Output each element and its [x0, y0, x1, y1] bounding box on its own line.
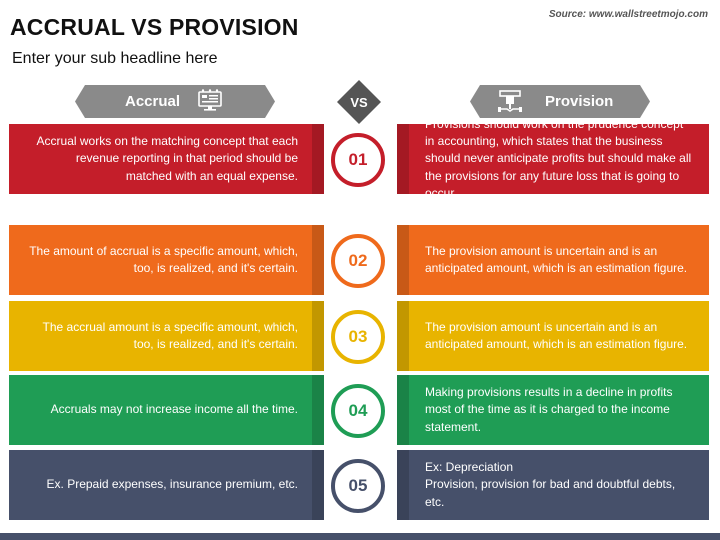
- accrual-header-label: Accrual: [125, 93, 181, 110]
- accrual-cell-2: The amount of accrual is a specific amou…: [9, 225, 324, 295]
- row-number-1: 01: [331, 133, 385, 187]
- row-number-5: 05: [331, 459, 385, 513]
- vs-badge: VS: [337, 80, 381, 124]
- accrual-cell-5: Ex. Prepaid expenses, insurance premium,…: [9, 450, 324, 520]
- provision-text-2: The provision amount is uncertain and is…: [425, 243, 688, 275]
- row-number-3: 03: [331, 310, 385, 364]
- comparison-row-3: The accrual amount is a specific amount,…: [0, 301, 720, 371]
- provision-cell-5: Ex: Depreciation Provision, provision fo…: [397, 450, 709, 520]
- accrual-text-2: The amount of accrual is a specific amou…: [29, 243, 298, 275]
- accrual-text-3: The accrual amount is a specific amount,…: [42, 319, 298, 351]
- provision-text-1: Provisions should work on the prudence c…: [425, 117, 692, 200]
- provision-text-3: The provision amount is uncertain and is…: [425, 319, 688, 351]
- comparison-row-4: Accruals may not increase income all the…: [0, 375, 720, 445]
- page-subtitle: Enter your sub headline here: [12, 50, 218, 67]
- provision-text-5: Ex: Depreciation Provision, provision fo…: [425, 460, 676, 509]
- source-credit: Source: www.wallstreetmojo.com: [548, 9, 708, 20]
- provision-text-4: Making provisions results in a decline i…: [425, 385, 673, 434]
- accrual-text-1: Accrual works on the matching concept th…: [36, 134, 298, 183]
- page-title: ACCRUAL VS PROVISION: [10, 14, 299, 40]
- provision-header: Provision: [470, 85, 650, 118]
- row-number-4: 04: [331, 384, 385, 438]
- comparison-row-2: The amount of accrual is a specific amou…: [0, 225, 720, 295]
- accrual-text-4: Accruals may not increase income all the…: [50, 402, 298, 417]
- comparison-row-5: Ex. Prepaid expenses, insurance premium,…: [0, 450, 720, 520]
- accrual-cell-4: Accruals may not increase income all the…: [9, 375, 324, 445]
- accrual-cell-1: Accrual works on the matching concept th…: [9, 124, 324, 194]
- accrual-header: Accrual: [75, 85, 275, 118]
- provision-cell-4: Making provisions results in a decline i…: [397, 375, 709, 445]
- provision-cell-2: The provision amount is uncertain and is…: [397, 225, 709, 295]
- vs-label: VS: [350, 94, 368, 110]
- footer-bar: [0, 533, 720, 540]
- computer-icon: [197, 89, 223, 117]
- comparison-row-1: Accrual works on the matching concept th…: [0, 117, 720, 200]
- money-hand-icon: [497, 89, 523, 117]
- accrual-text-5: Ex. Prepaid expenses, insurance premium,…: [46, 477, 298, 492]
- provision-cell-1: Provisions should work on the prudence c…: [397, 117, 709, 200]
- provision-header-label: Provision: [545, 93, 614, 110]
- row-number-2: 02: [331, 234, 385, 288]
- provision-cell-3: The provision amount is uncertain and is…: [397, 301, 709, 371]
- accrual-cell-3: The accrual amount is a specific amount,…: [9, 301, 324, 371]
